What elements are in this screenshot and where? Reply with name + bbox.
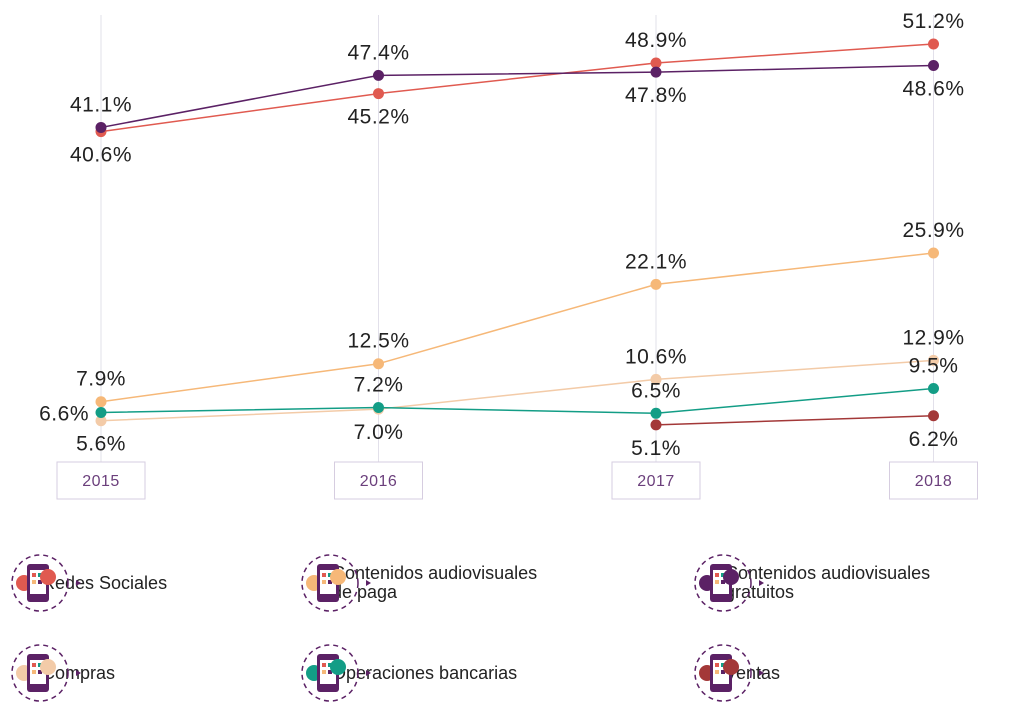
value-label: 25.9%	[902, 219, 964, 242]
value-label: 47.4%	[347, 41, 409, 64]
value-label: 6.2%	[909, 428, 959, 451]
point	[95, 121, 107, 133]
point	[650, 57, 662, 69]
legend-label: Contenidos audiovisuales de paga	[332, 563, 538, 602]
legend-icon	[11, 644, 81, 702]
legend-label: Redes Sociales	[42, 572, 168, 593]
point	[95, 415, 107, 427]
value-label: 7.2%	[354, 374, 404, 397]
legend-item: Contenidos audiovisuales de paga	[300, 553, 562, 613]
legend-item: Compras	[10, 643, 115, 703]
value-label: 48.6%	[902, 77, 964, 100]
point	[373, 69, 384, 81]
point	[373, 88, 384, 100]
value-label: 51.2%	[902, 10, 964, 33]
chart: 2015 2016 2017 2018 40.6% 45.2% 48.9% 51.2% 7.9%…	[39, 10, 978, 500]
legend-item: Operaciones bancarias	[300, 643, 517, 703]
x-tick-label: 2018	[915, 473, 953, 490]
line	[100, 359, 934, 422]
value-label: 7.9%	[76, 368, 126, 391]
line	[655, 415, 934, 426]
point	[373, 358, 384, 370]
value-label: 5.1%	[631, 437, 681, 460]
point	[373, 402, 384, 414]
value-label: 6.6%	[39, 402, 89, 425]
value-label: 9.5%	[909, 355, 959, 378]
value-label: 10.6%	[625, 345, 687, 368]
value-label: 22.1%	[625, 250, 687, 273]
point	[928, 383, 939, 395]
year-box	[611, 461, 701, 500]
value-label: 12.9%	[902, 326, 964, 349]
legend-item: Contenidos audiovisuales gratuitos	[693, 553, 965, 613]
legend-icon	[301, 554, 371, 612]
value-label: 48.9%	[625, 29, 687, 52]
point	[928, 354, 939, 366]
point	[650, 278, 662, 290]
value-label: 5.6%	[76, 433, 126, 456]
point	[650, 373, 662, 385]
value-label: 7.0%	[354, 421, 404, 444]
point	[95, 406, 107, 418]
line	[100, 387, 934, 415]
point	[928, 247, 939, 259]
legend-item: Ventas	[693, 643, 780, 703]
value-label: 45.2%	[347, 106, 409, 129]
point	[928, 410, 939, 422]
legend-label: Contenidos audiovisuales gratuitos	[725, 563, 931, 602]
x-tick-label: 2017	[637, 473, 675, 490]
legend-icon	[11, 554, 81, 612]
value-label: 40.6%	[70, 144, 132, 167]
value-label: 12.5%	[347, 330, 409, 353]
line	[100, 252, 934, 403]
year-box	[56, 461, 146, 500]
legend-icon	[694, 554, 764, 612]
x-tick-label: 2015	[82, 473, 120, 490]
value-label: 6.5%	[631, 379, 681, 402]
line	[100, 43, 934, 133]
point	[650, 419, 662, 431]
value-label: 41.1%	[70, 93, 132, 116]
year-box	[889, 461, 978, 500]
point	[650, 407, 662, 419]
legend-icon	[694, 644, 764, 702]
legend-label: Operaciones bancarias	[332, 662, 518, 683]
legend-icon	[301, 644, 371, 702]
year-box	[334, 461, 423, 500]
point	[928, 59, 939, 71]
point	[928, 38, 939, 50]
value-label: 47.8%	[625, 84, 687, 107]
point	[650, 66, 662, 78]
point	[95, 396, 107, 408]
legend-item: Redes Sociales	[10, 553, 167, 613]
x-tick-label: 2016	[360, 473, 398, 490]
line	[100, 64, 934, 129]
